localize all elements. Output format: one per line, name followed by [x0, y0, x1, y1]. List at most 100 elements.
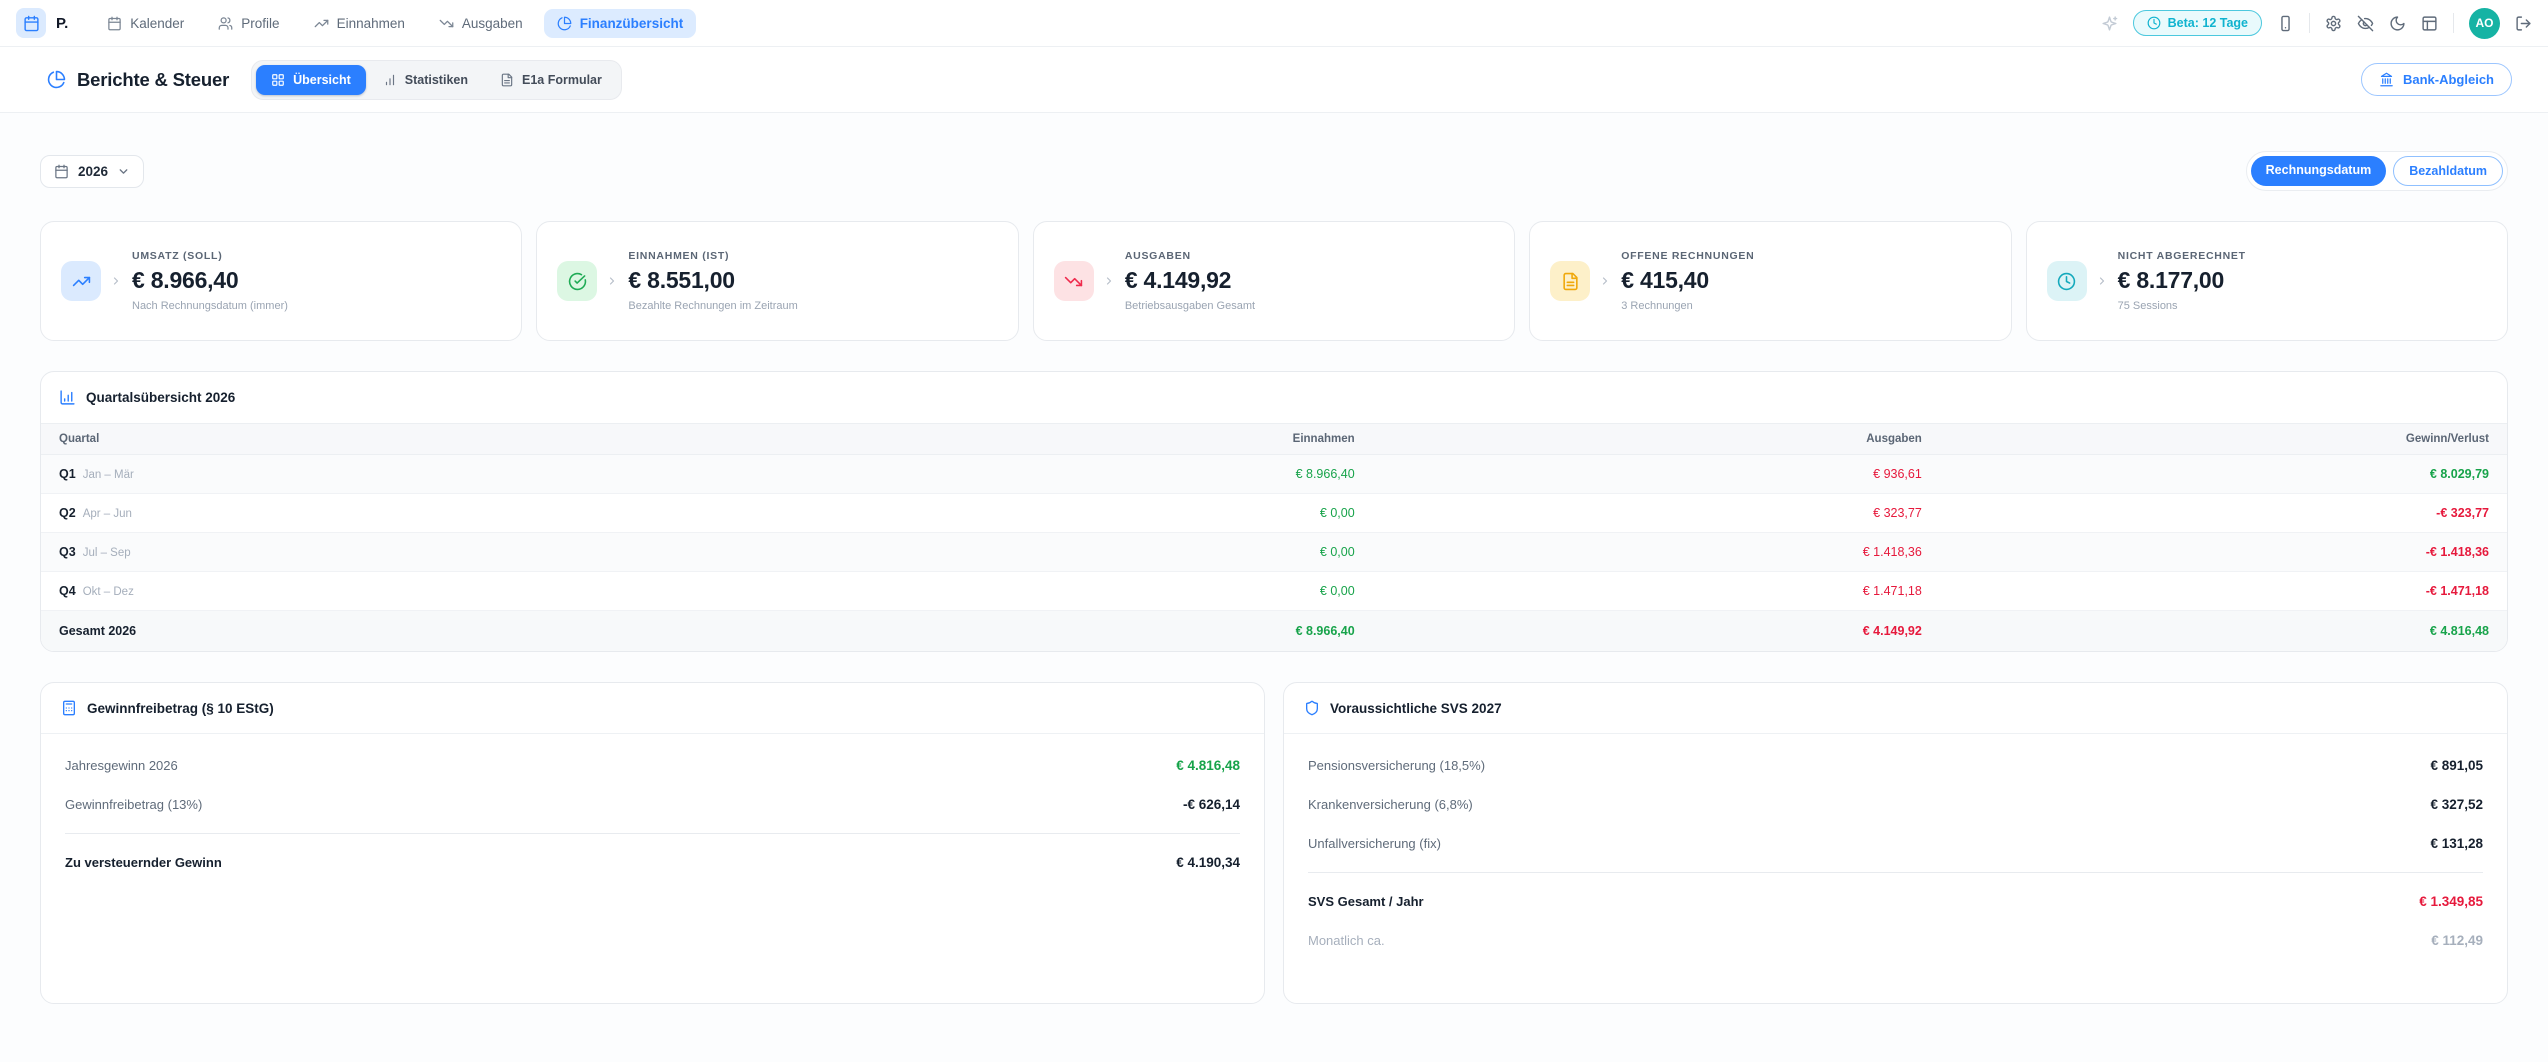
users-icon [218, 16, 233, 31]
einnahmen-cell: € 0,00 [805, 493, 1373, 533]
filter-row: 2026 Rechnungsdatum Bezahldatum [40, 113, 2508, 191]
stat-card-nicht-abgerechnet[interactable]: NICHT ABGERECHNET € 8.177,00 75 Sessions [2025, 221, 2509, 341]
nav-item-ausgaben[interactable]: Ausgaben [426, 9, 536, 38]
beta-badge[interactable]: Beta: 12 Tage [2132, 10, 2262, 36]
gewinn-cell: -€ 323,77 [1939, 493, 2507, 533]
stat-card-einnahmen-ist[interactable]: EINNAHMEN (IST) € 8.551,00 Bezahlte Rech… [536, 221, 1019, 341]
stat-value: € 8.177,00 [2117, 267, 2225, 293]
year-selector[interactable]: 2026 [40, 154, 145, 188]
bank-abgleich-button[interactable]: Bank-Abgleich [2360, 63, 2512, 96]
chevron-right-icon [606, 275, 618, 287]
einnahmen-cell: € 8.966,40 [805, 454, 1373, 494]
ausgaben-cell: € 936,61 [1372, 454, 1940, 494]
nav-item-finanzuebersicht[interactable]: Finanzübersicht [543, 8, 697, 38]
card-header: Voraussichtliche SVS 2027 [1284, 683, 2507, 734]
gewinn-total-cell: € 4.816,48 [1939, 610, 2507, 651]
app-logo-text: P. [56, 14, 69, 32]
bank-icon [2379, 72, 2394, 87]
card-header: Gewinnfreibetrag (§ 10 EStG) [41, 683, 1264, 734]
row-label: Pensionsversicherung (18,5%) [1308, 758, 1486, 773]
stat-card-umsatz-soll[interactable]: UMSATZ (SOLL) € 8.966,40 Nach Rechnungsd… [40, 221, 523, 341]
app-logo[interactable] [16, 8, 46, 38]
stat-subtext: 3 Rechnungen [1621, 300, 1693, 312]
quarter-range: Okt – Dez [82, 586, 134, 598]
trending-down-icon [1053, 261, 1094, 301]
stat-label: OFFENE RECHNUNGEN [1621, 250, 1755, 262]
file-text-icon [500, 73, 514, 87]
trending-down-icon [439, 16, 454, 31]
main-content: 2026 Rechnungsdatum Bezahldatum UMSATZ (… [0, 113, 2548, 1062]
row-value: € 327,52 [2430, 797, 2483, 812]
shield-icon [1304, 700, 1320, 716]
mobile-view-button[interactable] [2277, 15, 2294, 32]
card-body: Pensionsversicherung (18,5%) € 891,05 Kr… [1284, 734, 2507, 972]
table-row-q1: Q1 Jan – Mär € 8.966,40 € 936,61 € 8.029,… [41, 454, 2507, 494]
sparkles-icon [2101, 15, 2118, 32]
moon-icon [2389, 15, 2406, 32]
table-header-row: Quartal Einnahmen Ausgaben Gewinn/Verlus… [41, 423, 2507, 455]
layout-button[interactable] [2421, 15, 2438, 32]
quarter-label: Q2 [59, 506, 76, 520]
rechnungsdatum-button[interactable]: Rechnungsdatum [2250, 156, 2387, 186]
stat-card-offene-rechnungen[interactable]: OFFENE RECHNUNGEN € 415,40 3 Rechnungen [1529, 221, 2012, 341]
column-header-gewinn-verlust: Gewinn/Verlust [2405, 433, 2489, 445]
table-row-q2: Q2 Apr – Jun € 0,00 € 323,77 -€ 323,77 [41, 493, 2507, 533]
pie-chart-icon [47, 70, 66, 89]
divider [1308, 872, 2483, 873]
bar-chart-icon [383, 73, 397, 87]
settings-button[interactable] [2325, 15, 2342, 32]
page-header: Berichte & Steuer Übersicht Statistiken … [0, 47, 2548, 113]
chevron-down-icon [117, 165, 130, 178]
total-label: Gesamt 2026 [59, 624, 137, 638]
row-value: € 4.190,34 [1176, 855, 1240, 870]
nav-item-kalender[interactable]: Kalender [94, 9, 197, 38]
tab-e1a-formular[interactable]: E1a Formular [485, 65, 617, 95]
tab-uebersicht[interactable]: Übersicht [256, 64, 366, 95]
nav-item-label: Kalender [130, 15, 185, 31]
privacy-mode-button[interactable] [2357, 15, 2374, 32]
quarter-label: Q4 [59, 584, 76, 598]
info-row-freibetrag: Gewinnfreibetrag (13%) -€ 626,14 [65, 785, 1240, 824]
stat-label: UMSATZ (SOLL) [132, 250, 223, 262]
nav-item-einnahmen[interactable]: Einnahmen [301, 9, 418, 38]
gear-icon [2325, 15, 2342, 32]
table-row-q4: Q4 Okt – Dez € 0,00 € 1.471,18 -€ 1.471,1… [41, 571, 2507, 611]
tab-statistiken[interactable]: Statistiken [368, 65, 483, 95]
stat-card-ausgaben[interactable]: AUSGABEN € 4.149,92 Betriebsausgaben Ges… [1032, 221, 1516, 341]
divider [65, 833, 1240, 834]
year-value: 2026 [78, 163, 109, 179]
row-value: € 891,05 [2430, 758, 2483, 773]
bezahldatum-button[interactable]: Bezahldatum [2393, 156, 2503, 186]
avatar[interactable]: AO [2469, 7, 2500, 39]
stat-subtext: Bezahlte Rechnungen im Zeitraum [628, 300, 798, 312]
quarter-table: Quartal Einnahmen Ausgaben Gewinn/Verlus… [41, 423, 2507, 651]
smartphone-icon [2277, 15, 2294, 32]
stat-value: € 415,40 [1621, 267, 1709, 293]
row-value: -€ 626,14 [1182, 797, 1240, 812]
divider [2453, 13, 2454, 33]
card-title: Gewinnfreibetrag (§ 10 EStG) [87, 700, 274, 716]
nav-item-label: Profile [241, 15, 280, 31]
clock-icon [2147, 16, 2161, 30]
sparkles-button[interactable] [2101, 15, 2118, 32]
info-row-kranken: Krankenversicherung (6,8%) € 327,52 [1308, 785, 2483, 824]
row-label: Gewinnfreibetrag (13%) [65, 797, 203, 812]
nav-item-profile[interactable]: Profile [205, 9, 292, 38]
stat-label: AUSGABEN [1124, 250, 1191, 262]
file-text-icon [1550, 261, 1591, 301]
card-body: Jahresgewinn 2026 € 4.816,48 Gewinnfreib… [41, 734, 1264, 894]
row-value: € 1.349,85 [2419, 894, 2483, 909]
gewinnfreibetrag-card: Gewinnfreibetrag (§ 10 EStG) Jahresgewin… [40, 682, 1265, 1004]
gewinn-cell: € 8.029,79 [1939, 454, 2507, 494]
info-row-unfall: Unfallversicherung (fix) € 131,28 [1308, 824, 2483, 863]
gewinn-cell: -€ 1.471,18 [1939, 571, 2507, 611]
panel-layout-icon [2421, 15, 2438, 32]
logout-button[interactable] [2515, 15, 2532, 32]
stat-card-text: UMSATZ (SOLL) € 8.966,40 Nach Rechnungsd… [132, 250, 288, 312]
quarter-range: Jan – Mär [82, 469, 134, 481]
nav-item-label: Finanzübersicht [579, 15, 684, 31]
stat-card-text: OFFENE RECHNUNGEN € 415,40 3 Rechnungen [1621, 250, 1754, 312]
dark-mode-button[interactable] [2389, 15, 2406, 32]
eye-off-icon [2357, 15, 2374, 32]
calendar-icon [23, 15, 40, 32]
